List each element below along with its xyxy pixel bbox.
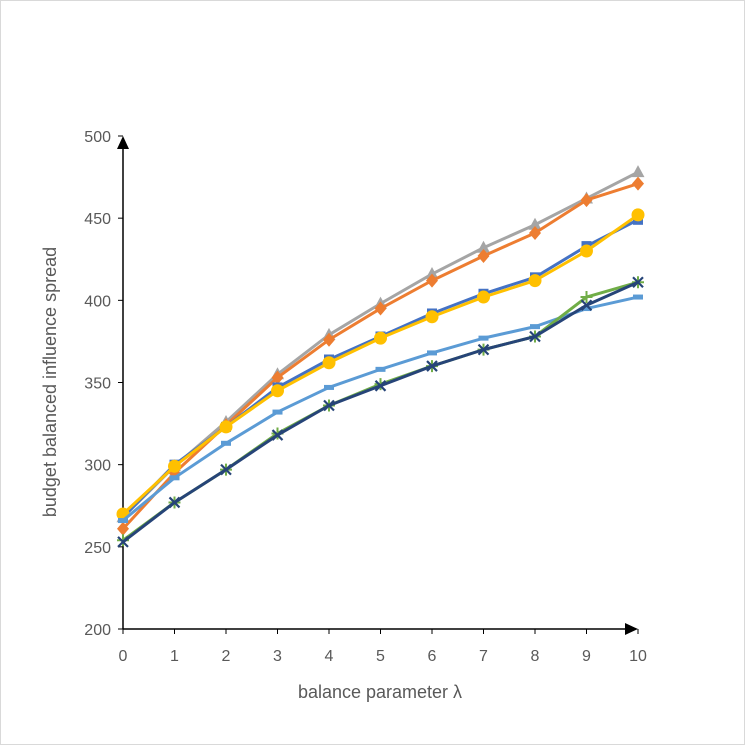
data-point	[426, 273, 438, 288]
series-line	[121, 170, 639, 519]
data-point	[374, 380, 387, 392]
x-tick-label: 5	[376, 648, 385, 665]
data-point	[632, 176, 644, 191]
x-tick-label: 6	[428, 648, 437, 665]
data-point	[323, 332, 335, 347]
x-tick-label: 10	[629, 648, 647, 665]
data-point	[271, 429, 284, 441]
data-point	[117, 521, 129, 536]
series-line	[121, 213, 639, 516]
data-point	[528, 217, 542, 230]
data-point	[425, 310, 439, 324]
series-line	[121, 182, 639, 530]
data-point	[322, 356, 336, 370]
series-line	[122, 280, 639, 544]
series	[117, 176, 644, 536]
data-point	[581, 306, 592, 312]
data-point	[529, 330, 541, 343]
data-point	[477, 240, 490, 253]
series	[116, 208, 645, 521]
axes	[117, 135, 639, 635]
data-point	[478, 335, 489, 341]
x-tick-label: 9	[582, 648, 591, 665]
data-point	[272, 409, 283, 415]
x-tick-label: 0	[119, 648, 128, 665]
data-point	[426, 360, 438, 372]
data-point	[374, 301, 387, 316]
data-point	[631, 208, 645, 222]
data-point	[580, 244, 593, 258]
data-point	[117, 536, 129, 548]
data-point	[271, 370, 284, 385]
x-axis-title: balance parameter λ	[298, 682, 462, 702]
x-tick-label: 2	[222, 648, 231, 665]
data-point	[427, 350, 437, 356]
x-tick-label: 4	[325, 648, 334, 665]
x-tick-label: 1	[170, 648, 179, 665]
y-axis-title: budget balanced influence spread	[40, 247, 60, 517]
data-point	[271, 384, 284, 398]
y-tick-label: 400	[84, 293, 111, 310]
x-tick-label: 8	[531, 648, 540, 665]
x-tick-label: 3	[273, 648, 282, 665]
x-tick-labels: 0 1 2 3 4 5 6 7 8 9 10	[119, 648, 647, 665]
series	[118, 294, 643, 524]
data-point	[633, 294, 643, 300]
data-point	[220, 463, 232, 476]
x-tick-label: 7	[479, 648, 488, 665]
series-layer	[116, 165, 645, 548]
y-axis-arrow	[117, 136, 129, 149]
x-axis-arrow	[625, 623, 638, 635]
data-point	[477, 343, 490, 356]
data-point	[580, 291, 593, 304]
y-tick-label: 200	[84, 622, 111, 639]
y-tick-label: 350	[84, 376, 111, 393]
data-point	[118, 518, 128, 524]
data-point	[324, 384, 334, 390]
data-point	[323, 399, 335, 412]
series	[117, 276, 644, 548]
y-tick-labels: 200 250 300 350 400 450 500	[84, 129, 111, 639]
data-point	[580, 299, 593, 312]
data-point	[631, 165, 645, 178]
data-point	[477, 248, 490, 263]
y-tick-label: 500	[84, 129, 111, 146]
data-point	[168, 496, 181, 509]
data-point	[374, 331, 387, 345]
data-point	[221, 440, 231, 446]
data-point	[477, 290, 490, 304]
y-tick-label: 450	[84, 211, 111, 228]
y-tick-label: 250	[84, 540, 111, 557]
data-point	[528, 274, 542, 288]
data-point	[529, 225, 541, 240]
data-point	[530, 324, 540, 330]
y-tick-label: 300	[84, 458, 111, 475]
data-point	[425, 267, 439, 280]
data-point	[632, 276, 644, 289]
data-point	[168, 459, 181, 473]
data-point	[219, 420, 233, 434]
data-point	[375, 366, 386, 372]
data-point	[169, 475, 180, 481]
data-point	[580, 193, 593, 208]
